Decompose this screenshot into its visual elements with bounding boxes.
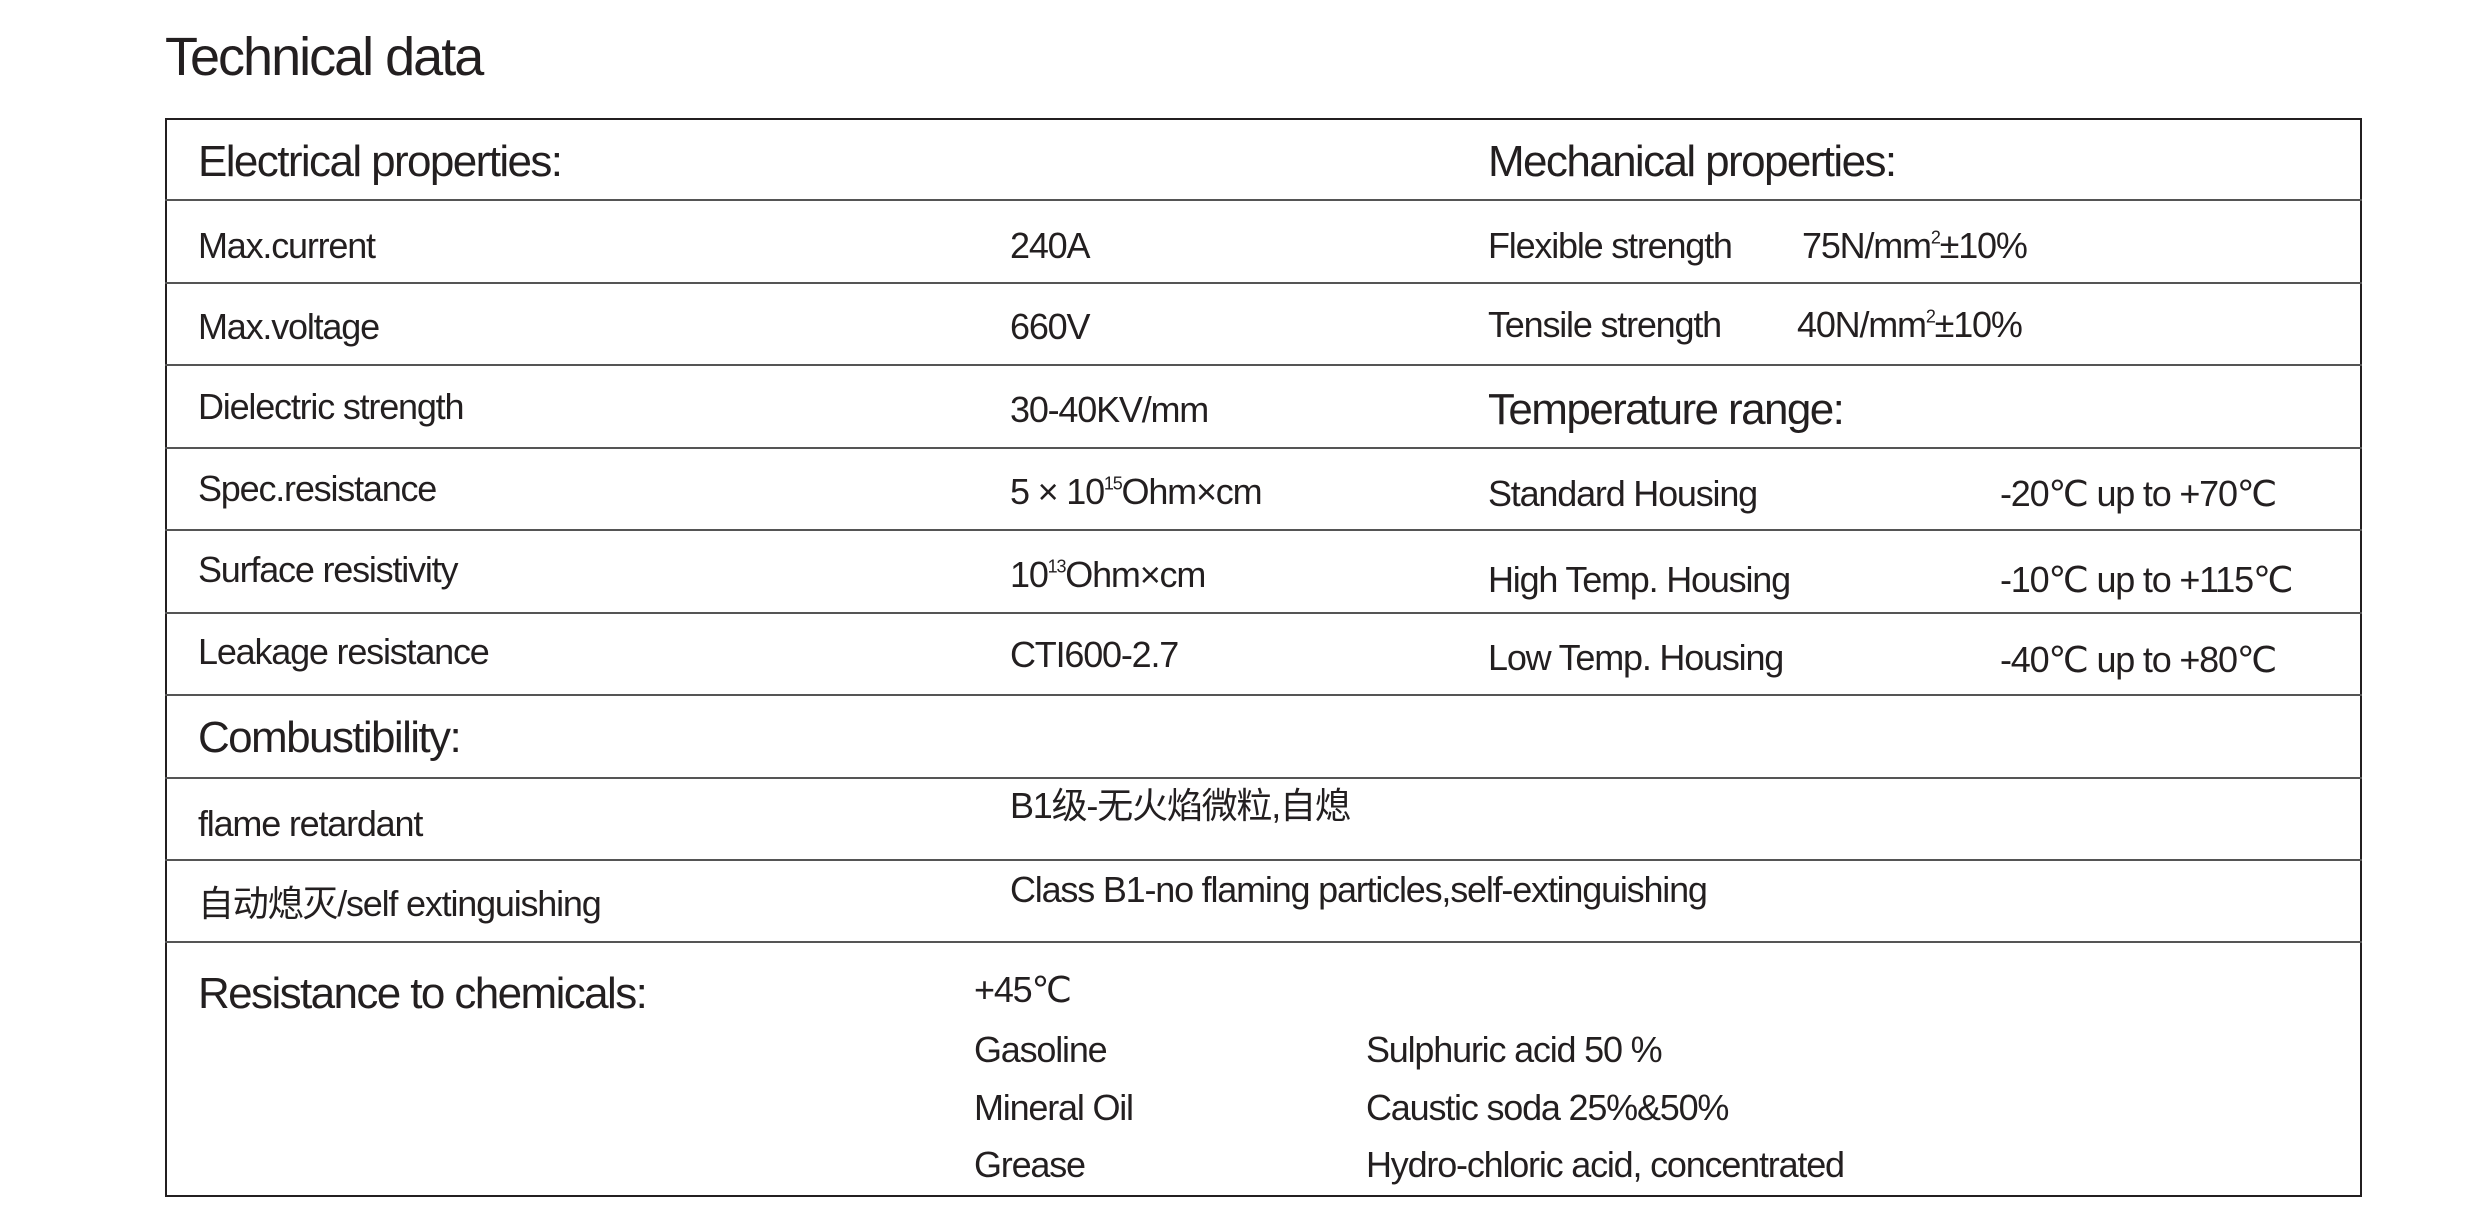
temperature-value: -40℃ up to +80℃ — [2000, 639, 2277, 680]
chemical-item: Caustic soda 25%&50% — [1366, 1087, 1729, 1128]
chemical-item: Gasoline — [974, 1029, 1108, 1070]
electrical-label: Max.current — [198, 225, 376, 266]
chemical-item: Hydro-chloric acid, concentrated — [1366, 1144, 1845, 1185]
value-text: 75N/mm — [1802, 225, 1932, 266]
chemical-item: Sulphuric acid 50 % — [1366, 1029, 1663, 1070]
row-divider — [165, 694, 2362, 696]
electrical-label: Surface resistivity — [198, 549, 458, 590]
electrical-value: CTI600-2.7 — [1010, 634, 1179, 675]
superscript: 2 — [1930, 227, 1941, 248]
superscript: 2 — [1925, 306, 1936, 327]
combustibility-label: 自动熄灭/self extinguishing — [198, 883, 602, 924]
value-text: Ohm×cm — [1065, 554, 1206, 595]
temperature-value: -20℃ up to +70℃ — [2000, 473, 2277, 514]
technical-data-table — [165, 118, 2362, 1197]
electrical-label: Spec.resistance — [198, 468, 437, 509]
chemicals-temperature: +45℃ — [974, 969, 1072, 1010]
mechanical-value: 40N/mm2±10% — [1797, 304, 2023, 345]
electrical-label: Dielectric strength — [198, 386, 465, 427]
electrical-label: Leakage resistance — [198, 631, 490, 672]
electrical-value: 1013Ohm×cm — [1010, 554, 1206, 595]
row-divider — [165, 612, 2362, 614]
row-divider — [165, 199, 2362, 201]
page-title: Technical data — [165, 27, 484, 87]
superscript: 13 — [1047, 556, 1067, 577]
chemical-item: Grease — [974, 1144, 1086, 1185]
value-text: 10 — [1010, 554, 1049, 595]
combustibility-heading: Combustibility: — [198, 713, 462, 762]
row-divider — [165, 941, 2362, 943]
mechanical-label: Flexible strength — [1488, 225, 1733, 266]
electrical-value: 660V — [1010, 306, 1090, 347]
superscript: 15 — [1103, 473, 1123, 494]
mechanical-label: Tensile strength — [1488, 304, 1722, 345]
value-text: ±10% — [1939, 225, 2028, 266]
electrical-value: 5 × 1015Ohm×cm — [1010, 471, 1263, 512]
electrical-label: Max.voltage — [198, 306, 380, 347]
chemicals-heading: Resistance to chemicals: — [198, 969, 648, 1018]
combustibility-value: Class B1-no flaming particles,self-extin… — [1010, 869, 1708, 910]
value-text: 5 × 10 — [1010, 471, 1105, 512]
temperature-label: Standard Housing — [1488, 473, 1758, 514]
value-text: 40N/mm — [1797, 304, 1927, 345]
electrical-heading: Electrical properties: — [198, 137, 563, 186]
row-divider — [165, 282, 2362, 284]
temperature-label: High Temp. Housing — [1488, 559, 1791, 600]
row-divider — [165, 777, 2362, 779]
row-divider — [165, 447, 2362, 449]
value-text: ±10% — [1934, 304, 2023, 345]
row-divider — [165, 364, 2362, 366]
row-divider — [165, 859, 2362, 861]
temperature-heading: Temperature range: — [1488, 385, 1845, 434]
mechanical-heading: Mechanical properties: — [1488, 137, 1897, 186]
combustibility-label: flame retardant — [198, 803, 423, 844]
combustibility-value: B1级-无火焰微粒,自熄 — [1010, 785, 1351, 826]
row-divider — [165, 529, 2362, 531]
temperature-value: -10℃ up to +115℃ — [2000, 559, 2293, 600]
electrical-value: 240A — [1010, 225, 1090, 266]
value-text: Ohm×cm — [1121, 471, 1263, 512]
temperature-label: Low Temp. Housing — [1488, 637, 1784, 678]
mechanical-value: 75N/mm2±10% — [1802, 225, 2028, 266]
chemical-item: Mineral Oil — [974, 1087, 1134, 1128]
electrical-value: 30-40KV/mm — [1010, 389, 1209, 430]
